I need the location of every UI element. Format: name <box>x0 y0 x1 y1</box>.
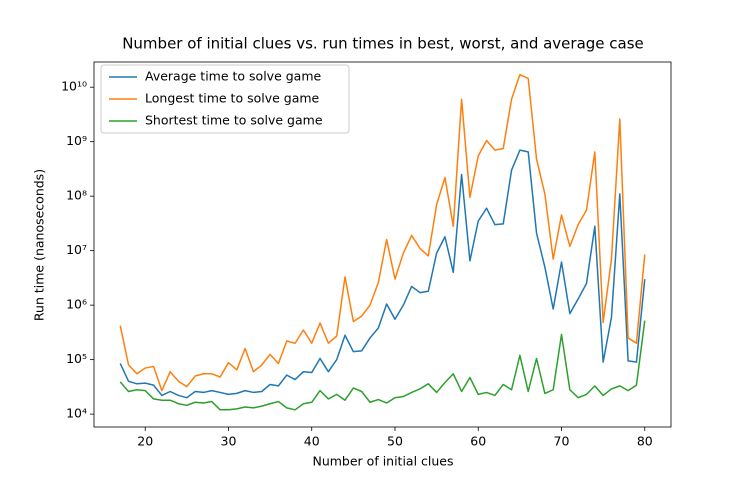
series-line <box>119 149 646 399</box>
y-tick-label: 10⁶ <box>66 297 87 312</box>
axes-frame <box>93 61 672 428</box>
x-tick-label: 40 <box>304 434 320 449</box>
y-tick-label: 10⁷ <box>66 242 87 257</box>
series-line <box>119 73 646 392</box>
legend-label: Shortest time to solve game <box>145 113 323 128</box>
y-tick-label: 10⁸ <box>66 188 87 203</box>
x-tick-label: 50 <box>387 434 403 449</box>
y-tick-label: 10⁴ <box>66 406 87 421</box>
x-tick-label: 70 <box>554 434 570 449</box>
chart-title: Number of initial clues vs. run times in… <box>122 35 644 53</box>
x-tick-label: 20 <box>137 434 153 449</box>
y-tick-label: 10⁵ <box>66 351 87 366</box>
legend-label: Longest time to solve game <box>145 91 320 106</box>
y-tick-label: 10⁹ <box>66 133 87 148</box>
x-tick-label: 60 <box>470 434 486 449</box>
legend-box <box>100 64 350 134</box>
y-tick-label: 10¹⁰ <box>61 79 87 94</box>
series-line <box>119 320 646 411</box>
legend-label: Average time to solve game <box>145 69 322 84</box>
x-tick-label: 80 <box>637 434 653 449</box>
y-axis-label: Run time (nanoseconds) <box>32 169 47 321</box>
x-axis-label: Number of initial clues <box>312 454 453 469</box>
x-tick-label: 30 <box>221 434 237 449</box>
